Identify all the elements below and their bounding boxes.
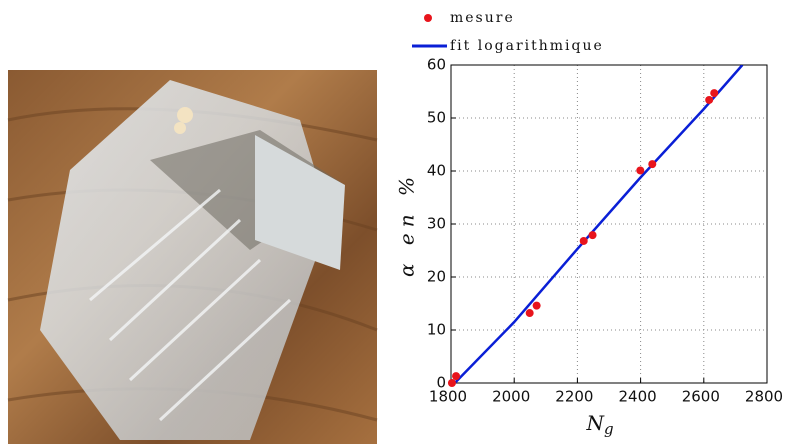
photo xyxy=(7,70,378,444)
data-point xyxy=(452,372,461,381)
y-tick-label: 0 xyxy=(436,374,446,392)
data-point xyxy=(588,231,597,240)
legend-label: mesure xyxy=(450,10,515,26)
x-tick-label: 2800 xyxy=(745,388,783,406)
data-point xyxy=(636,166,645,175)
x-tick-label: 2200 xyxy=(555,388,593,406)
x-tick-label: 1800 xyxy=(429,388,467,406)
x-tick-label: 2000 xyxy=(492,388,530,406)
x-tick-label: 2400 xyxy=(619,388,657,406)
x-tick-label: 2600 xyxy=(682,388,720,406)
y-tick-label: 20 xyxy=(427,268,446,286)
data-point xyxy=(447,379,456,387)
y-tick-label: 60 xyxy=(427,56,446,74)
data-point xyxy=(525,309,534,318)
x-label-main: N xyxy=(585,411,605,435)
legend-marker xyxy=(424,14,432,22)
y-tick-label: 10 xyxy=(427,321,446,339)
data-point xyxy=(705,95,714,104)
data-point xyxy=(648,160,657,169)
legend-label: fit logarithmique xyxy=(450,38,604,54)
data-point xyxy=(532,301,541,310)
data-point xyxy=(710,89,719,98)
y-axis-label: α en % xyxy=(395,171,419,277)
data-point xyxy=(579,236,588,245)
x-label-sub: g xyxy=(604,420,614,438)
y-tick-label: 30 xyxy=(427,215,446,233)
plot-frame xyxy=(450,64,768,384)
x-axis-label: Ng xyxy=(585,411,613,439)
y-tick-label: 50 xyxy=(427,109,446,127)
y-tick-label: 40 xyxy=(427,162,446,180)
